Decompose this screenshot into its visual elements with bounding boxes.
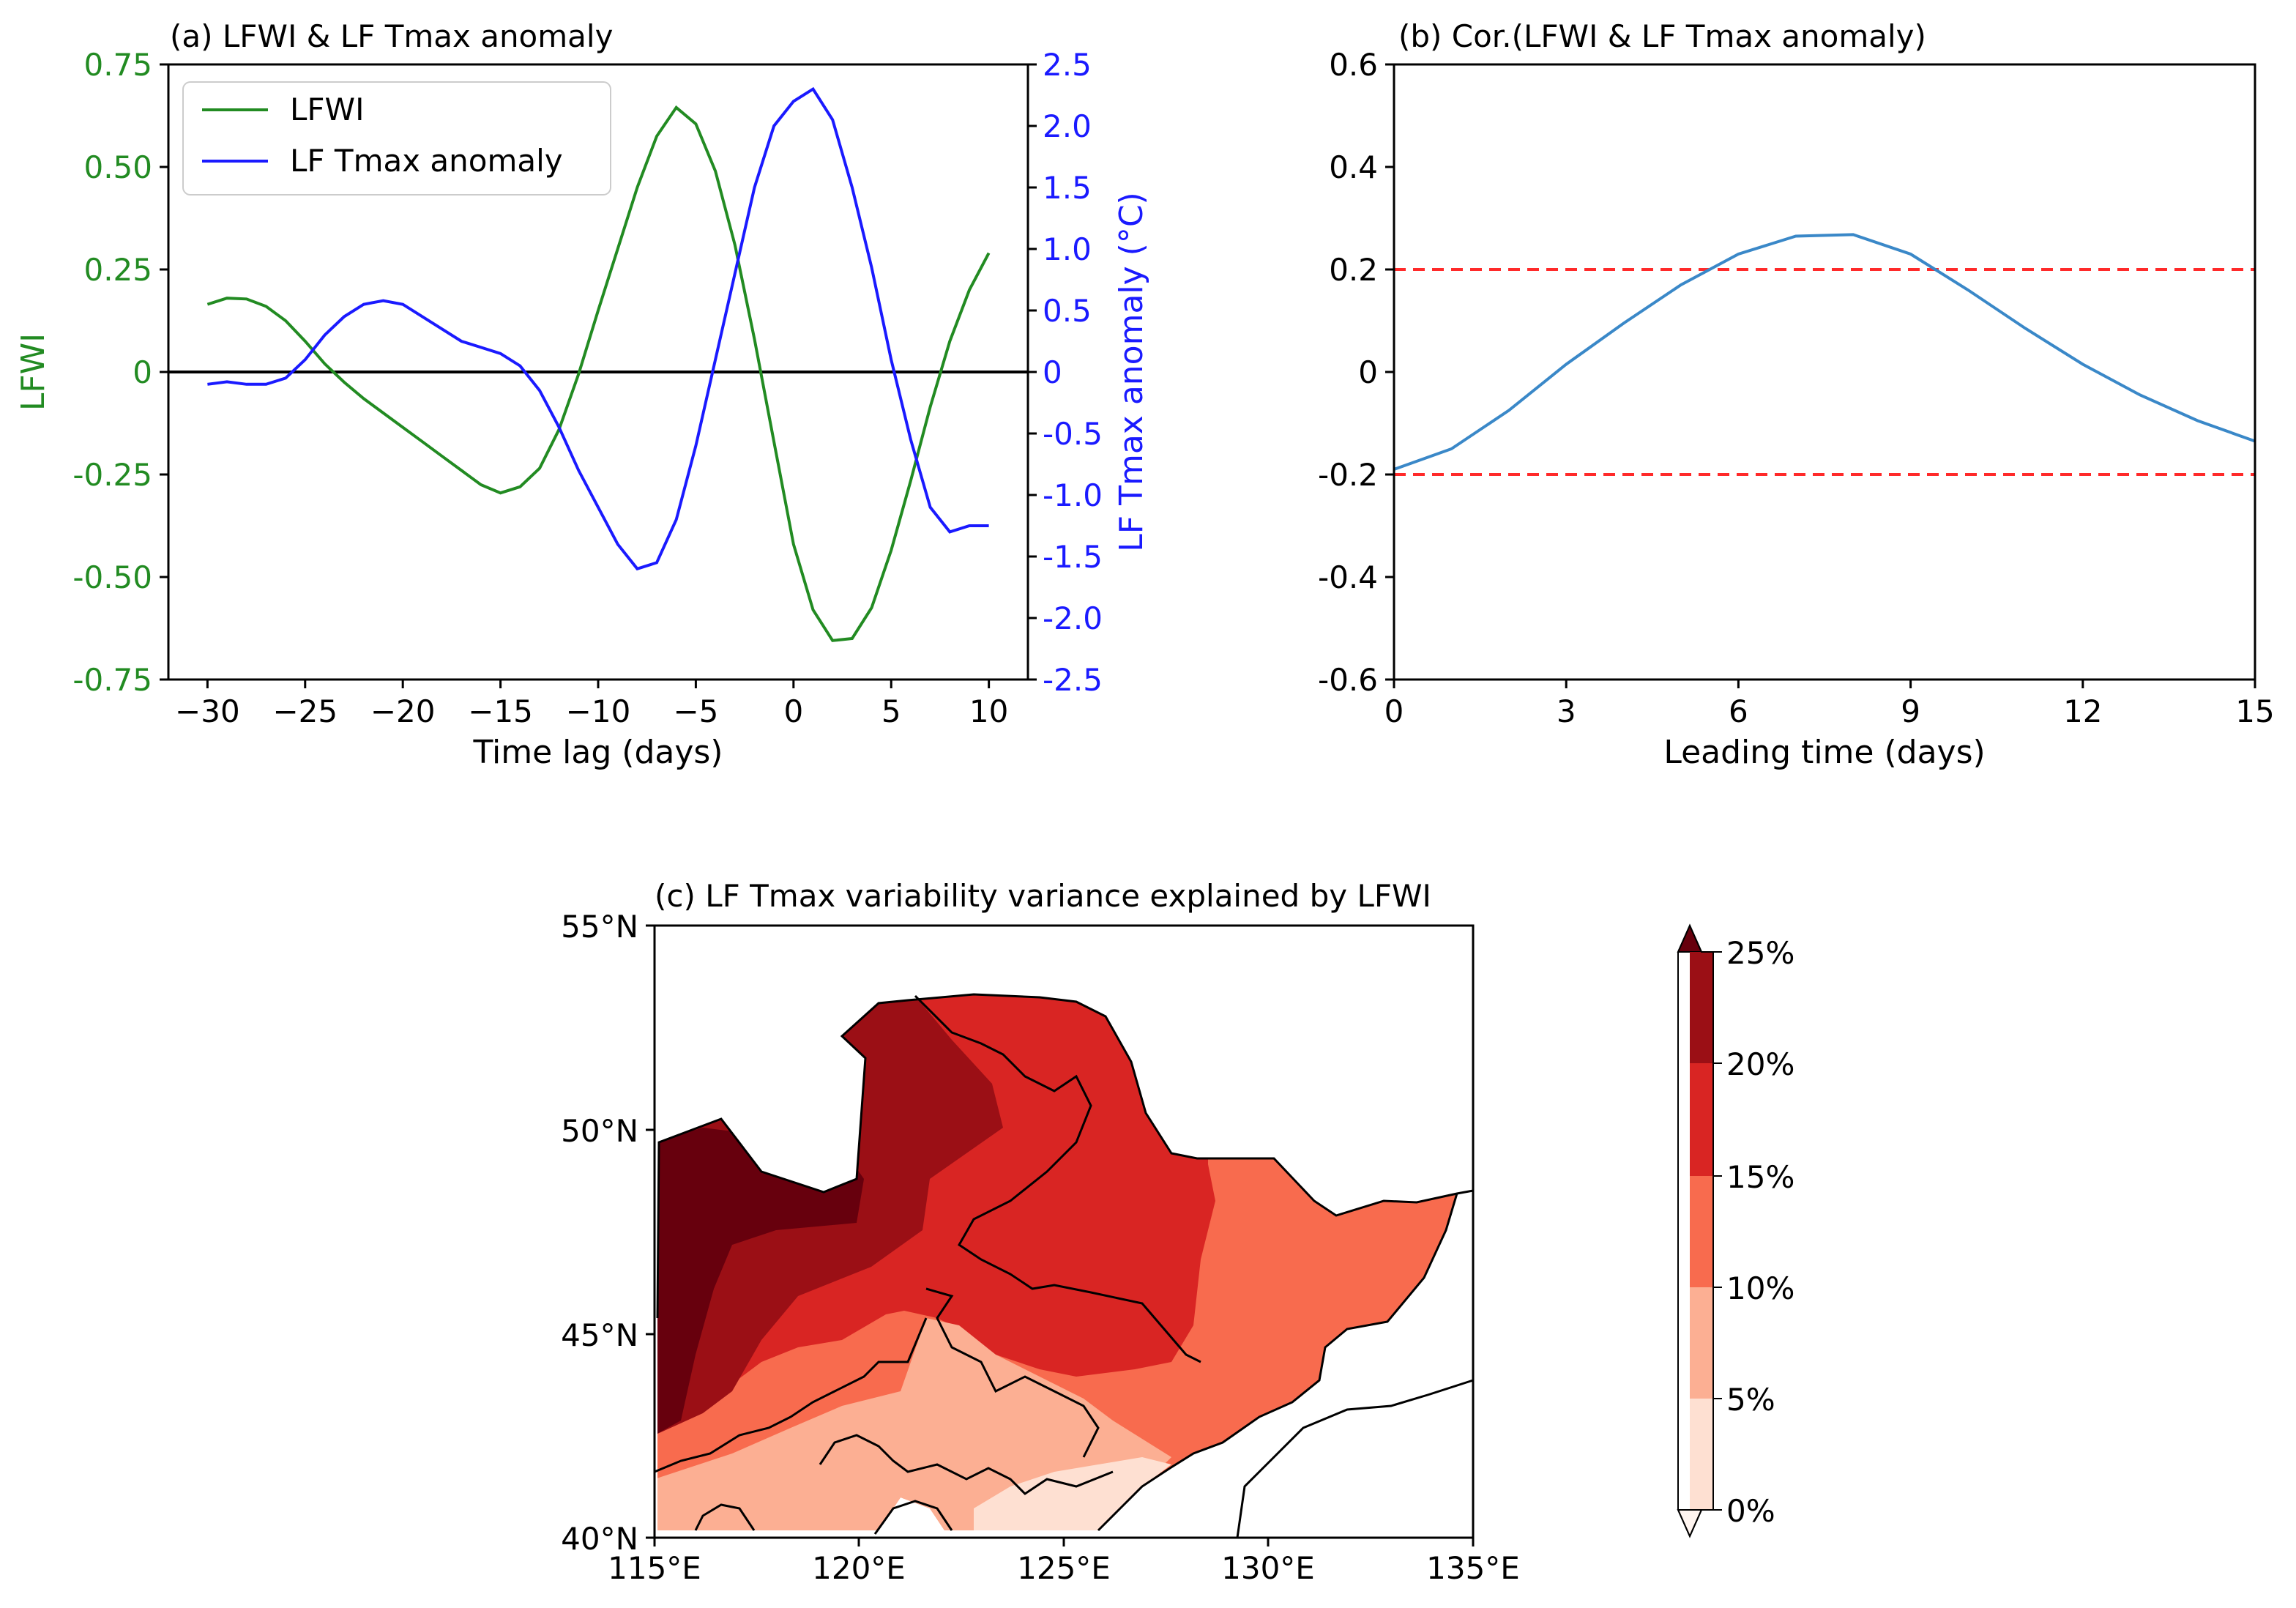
colorbar-seg-10-15	[1690, 1176, 1713, 1287]
lat-label-50: 50°N	[561, 1113, 638, 1149]
panel-a-xlabel: Time lag (days)	[473, 734, 723, 771]
colorbar-ticks	[1713, 952, 1722, 1510]
a-x-tick-label: −30	[175, 693, 240, 729]
a-x-tick-label: −25	[272, 693, 338, 729]
a-right-tick-label: -0.5	[1043, 416, 1103, 452]
a-x-tick-label: −5	[673, 693, 718, 729]
panel-a-legend: LFWI LF Tmax anomaly	[183, 82, 611, 195]
a-right-tick-label: -1.5	[1043, 539, 1103, 575]
figure: (a) LFWI & LF Tmax anomaly 0.750.500.250…	[0, 0, 2296, 1608]
a-left-tick-label: -0.25	[72, 457, 152, 493]
cbar-label-25: 25%	[1726, 935, 1794, 971]
a-left-tick-label: -0.75	[72, 662, 152, 698]
a-left-tick-label: -0.50	[72, 559, 152, 595]
a-left-tick-label: 0.75	[83, 47, 152, 83]
a-x-tick-label: −15	[468, 693, 533, 729]
colorbar-seg-15-20	[1690, 1063, 1713, 1176]
panel-b-title: (b) Cor.(LFWI & LF Tmax anomaly)	[1398, 18, 1926, 54]
panel-b-reference-lines	[1394, 269, 2255, 474]
b-y-tick-label: -0.4	[1318, 559, 1378, 595]
panel-b-x-ticks: 0 3 6 9 12 15	[1384, 680, 2275, 729]
b-y-tick-label: 0	[1358, 354, 1378, 390]
a-x-tick-label: −20	[370, 693, 436, 729]
a-right-tick-label: 1.5	[1043, 170, 1092, 206]
colorbar-extend-bottom	[1678, 1510, 1702, 1536]
a-right-tick-label: 2.0	[1043, 108, 1092, 144]
b-y-tick-label: -0.6	[1318, 662, 1378, 698]
panel-c-title: (c) LF Tmax variability variance explain…	[655, 878, 1431, 914]
panel-b-xlabel: Leading time (days)	[1663, 734, 1985, 771]
colorbar-seg-5-10	[1690, 1287, 1713, 1399]
colorbar-seg-0-5	[1690, 1399, 1713, 1510]
legend-lfwi-label: LFWI	[290, 92, 364, 127]
colorbar-extend-top	[1678, 926, 1702, 952]
panel-a-title: (a) LFWI & LF Tmax anomaly	[170, 18, 613, 54]
b-x-tick-label: 9	[1901, 693, 1920, 729]
a-x-tick-label: −10	[566, 693, 631, 729]
a-right-tick-label: 0.5	[1043, 293, 1092, 329]
panel-b-correlation: (b) Cor.(LFWI & LF Tmax anomaly) 0.60.40…	[1318, 18, 2275, 771]
legend-tmax-label: LF Tmax anomaly	[290, 143, 563, 179]
lon-label-115: 115°E	[608, 1550, 701, 1586]
colorbar-seg-20-25	[1690, 952, 1713, 1063]
a-right-tick-label: -2.0	[1043, 600, 1103, 636]
b-x-tick-label: 6	[1729, 693, 1748, 729]
a-x-tick-label: 5	[881, 693, 901, 729]
a-x-tick-label: 0	[783, 693, 803, 729]
map-lon-ticks	[655, 1538, 1473, 1546]
panel-a-x-ticks: −30 −25 −20 −15 −10 −5 0 5 10	[175, 680, 1008, 729]
cbar-label-0: 0%	[1726, 1493, 1775, 1529]
panel-b-frame	[1394, 64, 2255, 680]
map-lat-ticks	[646, 926, 655, 1538]
a-right-tick-label: 1.0	[1043, 231, 1092, 267]
colorbar: 25% 20% 15% 10% 5% 0%	[1678, 926, 1794, 1536]
b-y-tick-label: 0.6	[1329, 47, 1378, 83]
panel-c-map: (c) LF Tmax variability variance explain…	[561, 878, 1520, 1586]
lon-label-135: 135°E	[1426, 1550, 1520, 1586]
b-x-tick-label: 15	[2235, 693, 2274, 729]
cbar-label-15: 15%	[1726, 1159, 1794, 1195]
a-right-tick-label: 2.5	[1043, 47, 1092, 83]
b-y-tick-label: 0.4	[1329, 149, 1378, 185]
panel-a-right-ticks: 2.5 2.0 1.5 1.0 0.5 0 -0.5 -1.0 -1.5 -2.0 -2.5	[1028, 47, 1103, 698]
a-right-tick-label: 0	[1043, 354, 1062, 390]
b-y-tick-label: -0.2	[1318, 457, 1378, 493]
a-left-tick-label: 0.50	[83, 149, 152, 185]
panel-a-left-ticks: 0.75 0.50 0.25 0 -0.25 -0.50 -0.75	[72, 47, 168, 698]
a-left-tick-label: 0	[133, 354, 152, 390]
lon-label-125: 125°E	[1017, 1550, 1111, 1586]
a-x-tick-label: 10	[969, 693, 1008, 729]
b-y-tick-label: 0.2	[1329, 252, 1378, 288]
panel-b-y-ticks: 0.6 0.4 0.2 0 -0.2 -0.4 -0.6	[1318, 47, 1394, 698]
a-right-tick-label: -1.0	[1043, 477, 1103, 513]
cbar-label-5: 5%	[1726, 1382, 1775, 1418]
a-right-tick-label: -2.5	[1043, 662, 1103, 698]
lon-label-130: 130°E	[1221, 1550, 1315, 1586]
lat-label-55: 55°N	[561, 909, 638, 945]
panel-a-left-ylabel: LFWI	[15, 333, 52, 411]
b-x-tick-label: 3	[1557, 693, 1576, 729]
cbar-label-20: 20%	[1726, 1046, 1794, 1082]
cbar-label-10: 10%	[1726, 1270, 1794, 1306]
panel-a-right-ylabel: LF Tmax anomaly (°C)	[1113, 192, 1150, 551]
panel-a-lfwi-tmax: (a) LFWI & LF Tmax anomaly 0.750.500.250…	[15, 18, 1150, 771]
b-x-tick-label: 0	[1384, 693, 1404, 729]
a-left-tick-label: 0.25	[83, 252, 152, 288]
lat-label-45: 45°N	[561, 1317, 638, 1353]
b-x-tick-label: 12	[2063, 693, 2102, 729]
lon-label-120: 120°E	[812, 1550, 906, 1586]
